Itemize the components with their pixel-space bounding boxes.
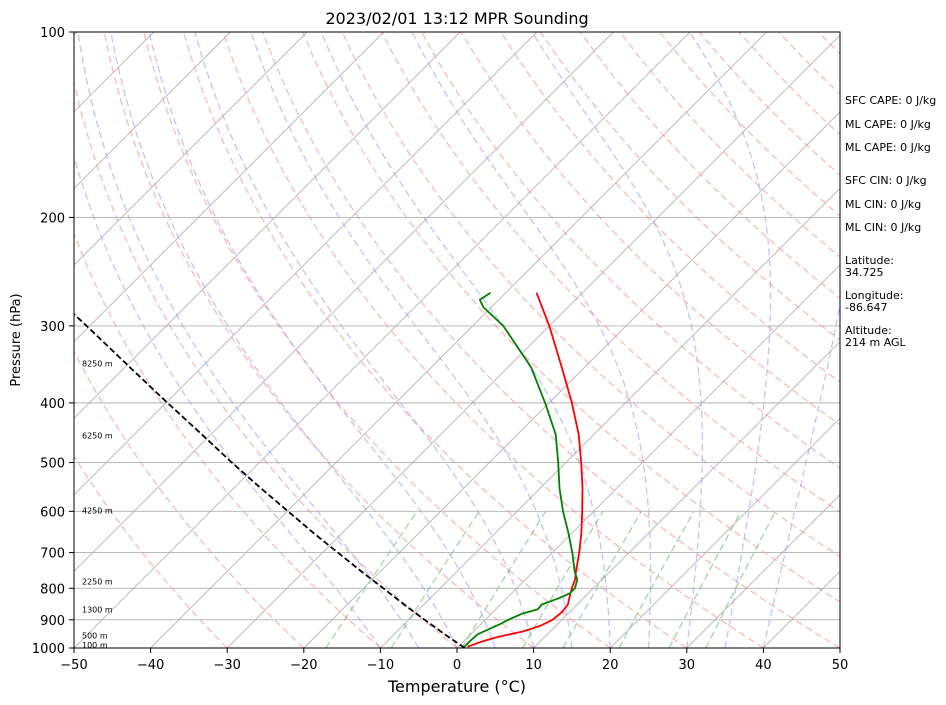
height-label: 8250 m [82,359,113,368]
side-info-item: Altitude: [845,324,892,337]
height-label: 2250 m [82,578,113,587]
mixing-ratio-line [325,510,418,648]
y-tick-label: 100 [40,26,65,41]
mixing-ratio-line [705,510,777,648]
moist-adiabat [531,32,704,648]
dewpoint-line [463,291,579,648]
x-tick-label: 30 [679,658,696,673]
isotherm-line [74,32,691,648]
isotherm-line [533,340,840,648]
y-tick-label: 600 [40,505,65,520]
y-tick-label: 300 [40,320,65,335]
dry-adiabat [579,32,840,300]
side-info-item: SFC CAPE: 0 J/kg [845,94,936,107]
dry-adiabat [500,32,840,383]
x-axis-ticks: −50 −40 −30 −20 −10 0 10 20 30 40 50 [60,648,848,673]
x-tick-label: 0 [453,658,461,673]
isotherm-line [74,32,538,496]
moist-adiabat [110,32,458,648]
side-info-item: Latitude: [845,254,894,267]
dry-adiabat [182,32,688,648]
x-tick-label: 10 [525,658,542,673]
profile-lines [74,291,584,648]
x-axis-title: Temperature (°C) [387,677,526,696]
isotherm-line [686,494,840,648]
moist-adiabat [77,32,420,648]
dry-adiabat [341,32,840,558]
isotherm-line [150,32,767,648]
isotherm-line [74,32,614,573]
y-tick-label: 500 [40,457,65,472]
side-info-item: ML CIN: 0 J/kg [845,198,921,211]
dry-adiabat [222,32,764,648]
dry-adiabat [74,79,458,648]
side-info-item: Longitude: [845,289,903,302]
background-lines [74,32,840,648]
isotherm-line [609,417,840,648]
moist-adiabat [250,32,573,648]
mixing-ratio-line [390,510,480,648]
height-label: 4250 m [82,506,113,515]
x-tick-label: −30 [213,658,240,673]
moist-adiabat [411,32,652,648]
y-axis-ticks: 1000 900 800 700 600 500 400 300 200 100 [32,26,74,657]
isotherm-line [74,32,461,419]
x-tick-label: −10 [367,658,394,673]
side-info-item: ML CIN: 0 J/kg [845,221,921,234]
y-tick-label: 1000 [32,642,65,657]
height-label: 100 m [82,641,108,650]
side-info-item: ML CAPE: 0 J/kg [845,141,931,154]
dry-adiabat [74,231,381,648]
isotherm-line [226,34,840,648]
side-info-item: -86.647 [845,301,887,314]
x-tick-label: 20 [602,658,619,673]
moist-adiabat [148,32,496,648]
isotherm-line [380,187,840,648]
height-label: 500 m [82,631,108,640]
dry-adiabat [74,349,305,648]
y-tick-label: 700 [40,547,65,562]
dry-adiabat [103,32,534,648]
x-tick-label: −40 [137,658,164,673]
mixing-ratio-line [668,510,742,648]
y-tick-label: 800 [40,582,65,597]
moist-adiabat [74,154,381,648]
side-info-item: 34.725 [845,266,884,279]
x-tick-label: 40 [755,658,772,673]
isotherm-line [74,32,231,190]
y-axis-title: Pressure (hPa) [9,293,24,386]
isotherm-line [74,32,308,266]
isobar-lines [74,31,840,649]
moist-adiabat [194,32,535,648]
side-info-item: 214 m AGL [845,336,907,349]
x-tick-label: −20 [290,658,317,673]
chart-title: 2023/02/01 13:12 MPR Sounding [325,9,588,28]
x-tick-label: 50 [832,658,849,673]
plot-frame [73,31,841,649]
moist-adiabat [762,301,840,648]
y-tick-label: 200 [40,211,65,226]
dry-adiabat [262,32,840,648]
side-info-item: SFC CIN: 0 J/kg [845,174,927,187]
height-label: 6250 m [82,432,113,441]
dry-adiabat [381,32,840,513]
dry-adiabat [301,32,840,603]
dry-adiabat [74,454,228,648]
y-tick-label: 400 [40,397,65,412]
moist-adiabat [689,32,772,648]
dry-adiabat [539,32,840,341]
isotherm-line [303,111,840,648]
x-tick-label: −50 [60,658,87,673]
isotherm-line [74,32,384,343]
side-info-item: ML CAPE: 0 J/kg [845,118,931,131]
y-tick-label: 900 [40,614,65,629]
dry-adiabat [460,32,840,426]
dry-adiabat [143,32,611,648]
side-info-panel: SFC CAPE: 0 J/kg ML CAPE: 0 J/kg ML CAPE: … [845,94,936,349]
height-label: 1300 m [82,606,113,615]
isotherm-line [456,264,840,648]
